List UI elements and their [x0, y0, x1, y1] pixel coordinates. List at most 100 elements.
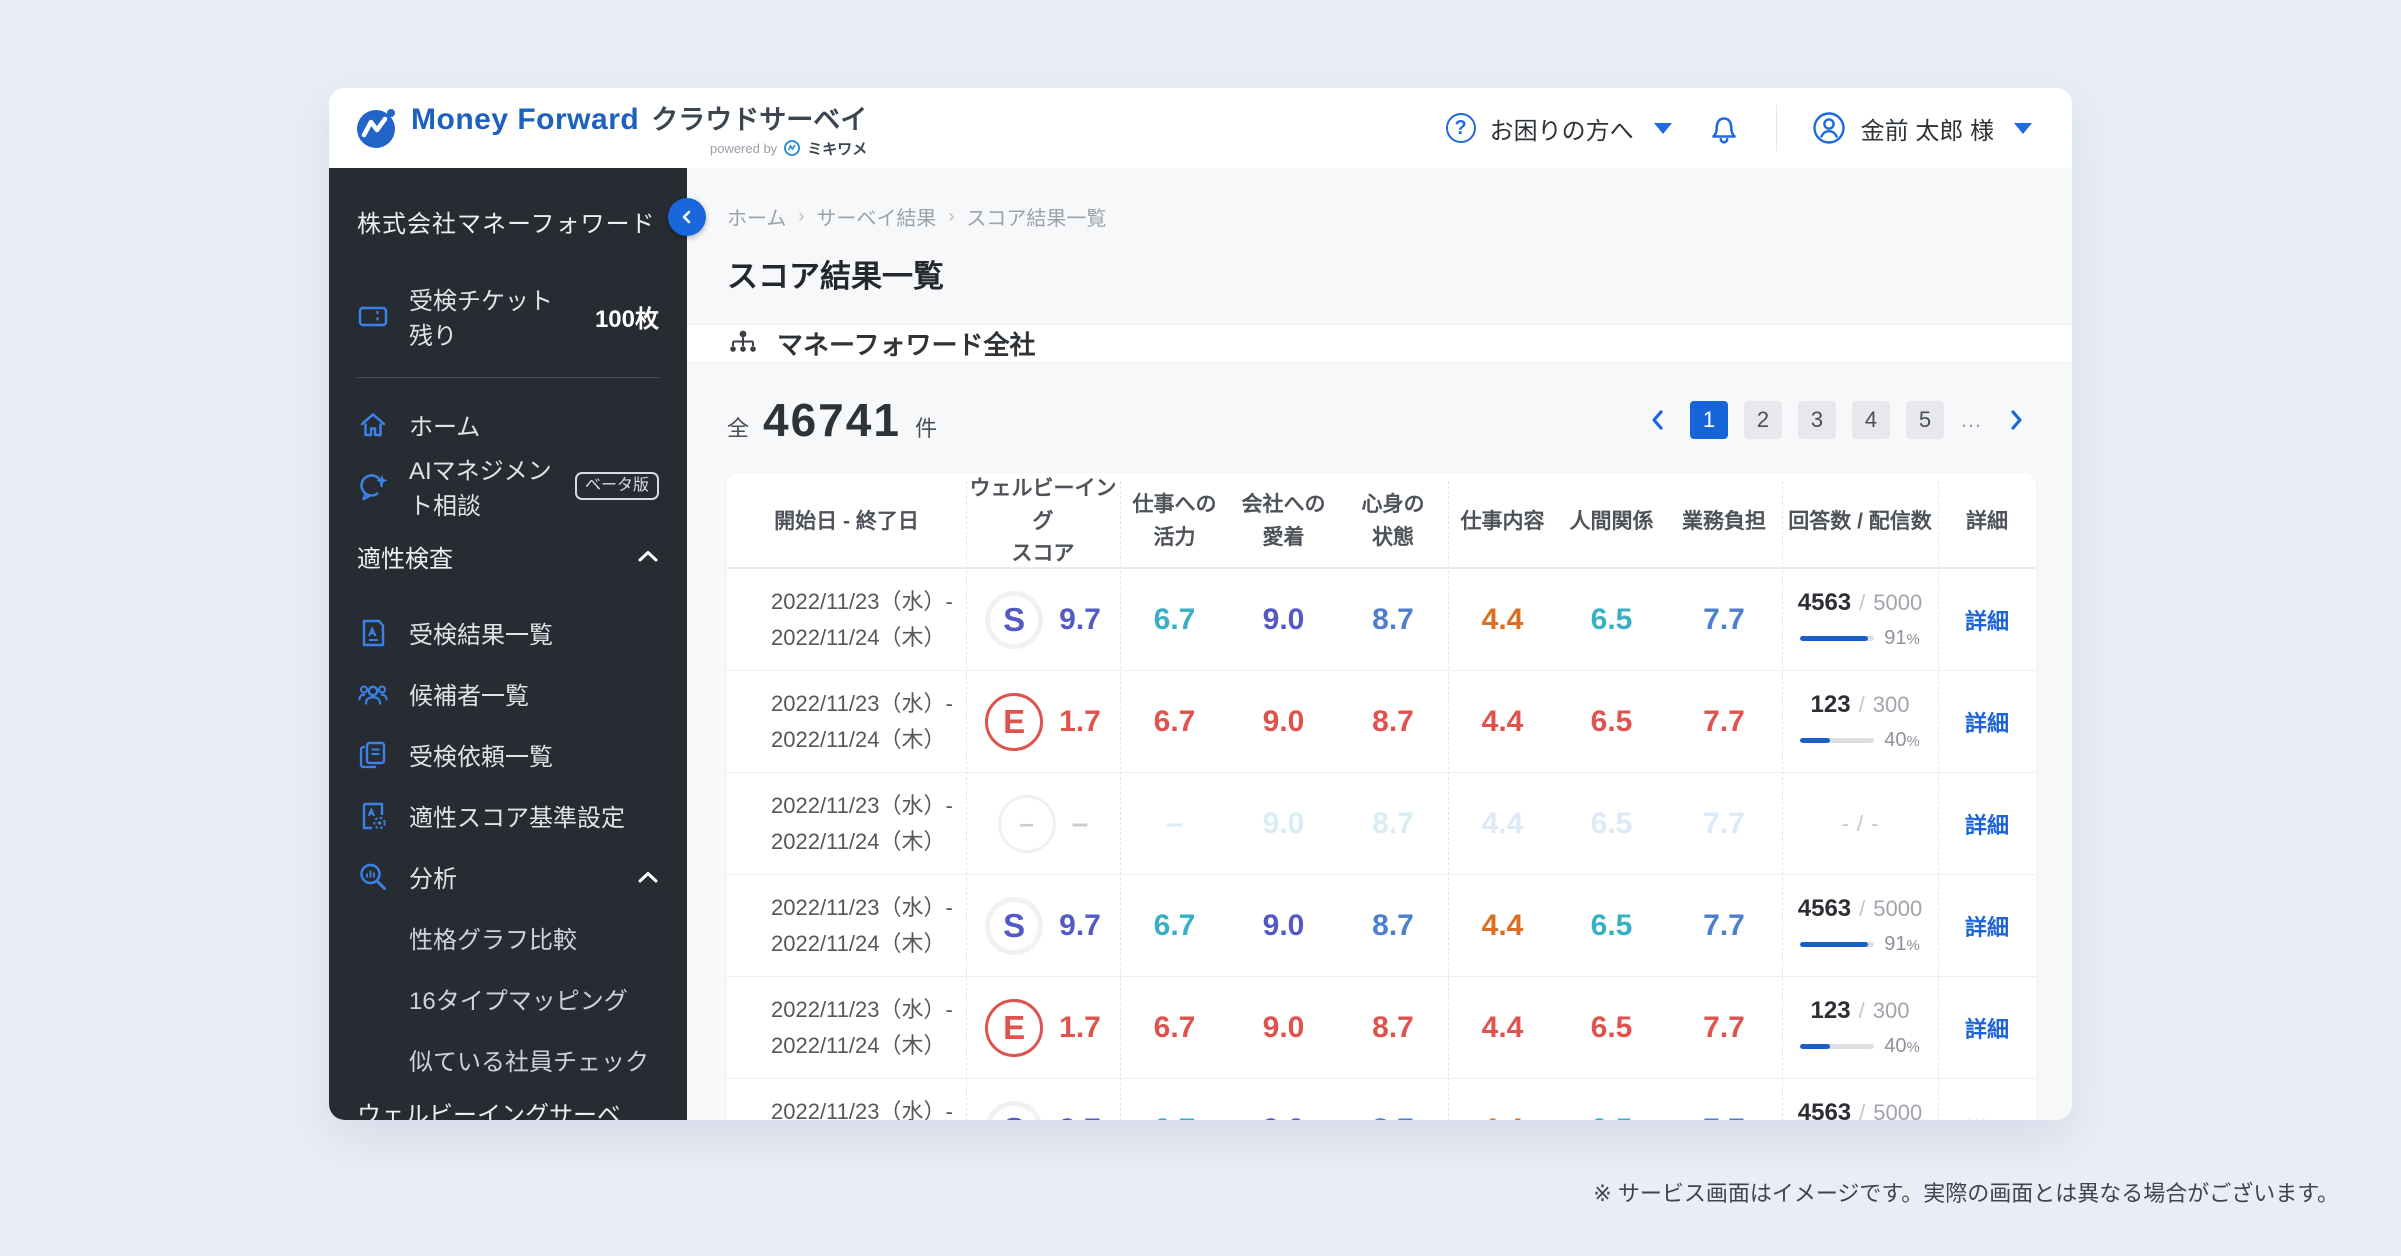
cell-condition: 8.7: [1372, 1010, 1414, 1044]
sidebar-subitem-personality-compare[interactable]: 性格グラフ比較: [409, 927, 577, 954]
page-button-5[interactable]: 5: [1906, 401, 1944, 439]
chevron-left-icon: [682, 210, 691, 224]
mikiwame-logo-icon: [783, 139, 801, 157]
sidebar-subitem-16type-mapping[interactable]: 16タイプマッピング: [409, 988, 628, 1015]
top-bar: Money Forward クラウドサーベイ powered by ミキワメ: [329, 88, 2072, 168]
cell-relations: 6.5: [1590, 806, 1633, 840]
cell-attachment: 9.0: [1262, 908, 1305, 942]
brand-text: Money Forward クラウドサーベイ powered by ミキワメ: [411, 98, 867, 159]
cell-work: 4.4: [1448, 1113, 1557, 1121]
cell-workload: 7.7: [1703, 806, 1745, 840]
col-date-range: 開始日 - 終了日: [774, 509, 919, 533]
page-button-1[interactable]: 1: [1690, 401, 1728, 439]
column-separator: [1782, 481, 1783, 1120]
bell-icon: [1711, 117, 1736, 144]
table-row: 2022/11/23（水）- 2022/11/24（木） E 1.7 6.7 9.…: [727, 671, 2036, 773]
help-menu[interactable]: お困りの方へ: [1445, 111, 1672, 146]
sidebar-item-exam-results[interactable]: 受検結果一覧: [329, 602, 687, 663]
ticket-remaining: 受検チケット残り 100枚: [329, 281, 687, 351]
table-row: 2022/11/23（水）-2022/11/24（木） S 9.7 6.7 9.…: [727, 1079, 2036, 1120]
sidebar-collapse-button[interactable]: [668, 198, 706, 236]
cell-wellbeing: E 1.7: [966, 692, 1120, 751]
cell-detail: 詳細: [1938, 1012, 2036, 1044]
magnifier-chart-icon: [357, 861, 389, 893]
chevron-right-icon: [2011, 410, 2022, 430]
main-content: ホーム › サーベイ結果 › スコア結果一覧 スコア結果一覧 マネー: [687, 168, 2072, 1120]
help-icon: [1445, 113, 1476, 143]
sidebar-item-home[interactable]: ホーム: [329, 394, 687, 455]
pagination: 1 2 3 4 5 …: [1642, 401, 2032, 439]
cell-condition: 8.7: [1372, 704, 1414, 738]
detail-link[interactable]: 詳細: [1964, 812, 2009, 838]
detail-link[interactable]: 詳細: [1964, 710, 2009, 736]
ticket-icon: [357, 300, 389, 332]
cell-workload: 7.7: [1703, 1010, 1745, 1044]
progress-bar: [1800, 738, 1875, 743]
notifications-button[interactable]: [1706, 110, 1742, 146]
cell-condition: 8.7: [1372, 806, 1414, 840]
grade-badge: –: [997, 794, 1056, 853]
cell-answers: 123 / 300 40%: [1782, 997, 1938, 1058]
col-mind-body: 心身の 状態: [1361, 493, 1425, 549]
cell-work: 4.4: [1481, 806, 1524, 840]
table-row: 2022/11/23（水）-2022/11/24（木） S 9.7 6.7 9.…: [727, 875, 2036, 977]
column-separator: [1120, 481, 1121, 1120]
prev-page-button[interactable]: [1642, 404, 1674, 436]
page-button-4[interactable]: 4: [1852, 401, 1890, 439]
cell-answers: 4563 / 5000 91%: [1797, 895, 1923, 955]
cell-work: 4.4: [1481, 602, 1524, 636]
cell-attachment: 9.0: [1229, 1113, 1338, 1121]
sidebar-item-analysis[interactable]: 分析: [329, 846, 687, 907]
cell-activity: –: [1166, 806, 1183, 840]
cell-date-range: 2022/11/23（水）-2022/11/24（木）: [771, 691, 953, 752]
cell-condition: 8.7: [1372, 602, 1414, 636]
cell-relations: 6.5: [1557, 1113, 1666, 1121]
chevron-up-icon: [638, 551, 658, 562]
cell-answers: 123 / 300 40%: [1782, 691, 1938, 752]
cell-attachment: 9.0: [1262, 806, 1305, 840]
table-row: 2022/11/23（水）-2022/11/24（木） S 9.7 6.7 9.…: [727, 569, 2036, 671]
cell-answers: - / -: [1841, 810, 1879, 836]
sidebar: 株式会社マネーフォワード 受検チケット残り 100枚: [329, 168, 706, 1120]
grade-badge: E: [985, 998, 1044, 1057]
sidebar-subitem-similar-employees[interactable]: 似ている社員チェック: [409, 1049, 649, 1076]
cell-wellbeing: S 9.7: [966, 590, 1120, 649]
sidebar-item-label: 受検依頼一覧: [409, 744, 553, 771]
divider: [1775, 105, 1777, 151]
organization-selector[interactable]: マネーフォワード全社: [687, 324, 2072, 363]
cell-work: 4.4: [1481, 908, 1524, 942]
disclaimer-note: ※ サービス画面はイメージです。実際の画面とは異なる場合がございます。: [1593, 1181, 2339, 1206]
powered-by: powered by ミキワメ: [709, 139, 868, 158]
sidebar-section-aptitude[interactable]: 適性検査: [329, 526, 687, 586]
page-button-2[interactable]: 2: [1744, 401, 1782, 439]
score-table: 開始日 - 終了日 ウェルビーイング スコア 仕事への 活力 会社への 愛着 心身の状…: [727, 473, 2036, 1120]
page-button-3[interactable]: 3: [1798, 401, 1836, 439]
sidebar-item-ai-consult[interactable]: AIマネジメント相談 ベータ版: [329, 455, 687, 520]
cell-activity: 6.7: [1153, 704, 1196, 738]
cell-workload: 7.7: [1703, 602, 1745, 636]
sidebar-section-wellbeing[interactable]: ウェルビーイングサーベイ: [329, 1100, 687, 1120]
user-menu[interactable]: 金前 太郎 様: [1811, 110, 2032, 146]
detail-link[interactable]: 詳細: [1964, 1016, 2009, 1042]
document-score-icon: [357, 617, 389, 649]
next-page-button[interactable]: [2000, 404, 2032, 436]
sidebar-item-label: ホーム: [409, 414, 481, 441]
progress-bar: [1800, 942, 1875, 947]
org-name: マネーフォワード全社: [777, 330, 1036, 360]
breadcrumb-survey-results[interactable]: サーベイ結果: [816, 208, 937, 230]
cell-workload: 7.7: [1666, 1113, 1782, 1121]
cell-workload: 7.7: [1703, 908, 1745, 942]
cell-detail: 詳細: [1938, 1114, 2036, 1121]
cell-attachment: 9.0: [1262, 704, 1305, 738]
detail-link[interactable]: 詳細: [1964, 914, 2009, 940]
cell-date-range: 2022/11/23（水）-2022/11/24（木）: [771, 1099, 953, 1120]
detail-link[interactable]: 詳細: [1965, 1114, 2009, 1121]
sidebar-item-candidates[interactable]: 候補者一覧: [329, 663, 687, 724]
detail-link[interactable]: 詳細: [1964, 608, 2009, 634]
sidebar-item-label: 候補者一覧: [409, 683, 529, 710]
breadcrumb-home[interactable]: ホーム: [727, 208, 787, 230]
sidebar-item-exam-requests[interactable]: 受検依頼一覧: [329, 724, 687, 785]
sidebar-item-label: 適性スコア基準設定: [409, 805, 625, 832]
cell-detail: 詳細: [1938, 706, 2036, 738]
sidebar-item-score-settings[interactable]: 適性スコア基準設定: [329, 785, 687, 846]
